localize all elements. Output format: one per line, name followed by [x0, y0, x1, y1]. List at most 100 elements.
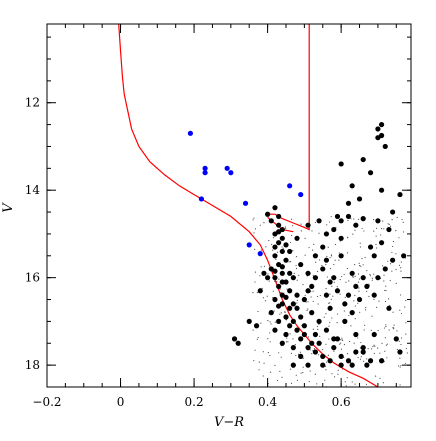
field-star-dot	[353, 300, 355, 302]
field-star-dot	[373, 298, 375, 300]
field-star-dot	[398, 264, 401, 266]
field-star-dot	[405, 299, 407, 302]
field-star-dot	[344, 296, 346, 298]
field-star-dot	[374, 375, 377, 377]
field-star-dot	[363, 230, 365, 232]
field-star-dot	[263, 362, 265, 364]
member-star-point	[276, 213, 282, 220]
field-star-dot	[351, 381, 353, 383]
member-star-point	[334, 288, 341, 294]
field-star-dot	[330, 298, 332, 300]
field-star-dot	[366, 290, 368, 292]
giant-branch-line	[267, 24, 310, 231]
field-star-dot	[285, 341, 288, 343]
field-star-dot	[252, 329, 254, 331]
field-star-dot	[302, 357, 304, 359]
member-star-point	[287, 270, 293, 276]
field-star-dot	[338, 252, 340, 254]
field-star-dot	[357, 302, 359, 304]
field-star-dot	[329, 293, 331, 295]
field-star-dot	[334, 243, 337, 246]
field-star-dot	[402, 231, 405, 233]
member-star-point	[375, 275, 381, 281]
field-star-dot	[269, 341, 271, 343]
member-star-point	[268, 310, 274, 316]
field-star-dot	[383, 228, 385, 230]
field-star-dot	[324, 379, 326, 381]
field-star-dot	[384, 289, 386, 292]
member-star-point	[323, 327, 330, 333]
field-star-dot	[290, 352, 293, 354]
member-star-point	[364, 362, 370, 368]
field-star-dot	[304, 237, 306, 239]
blue-straggler-point	[298, 191, 304, 198]
member-star-point	[327, 305, 333, 311]
field-star-dot	[400, 261, 402, 263]
field-star-dot	[400, 337, 403, 339]
field-star-dot	[354, 318, 356, 320]
field-star-dot	[399, 294, 402, 296]
member-star-point	[349, 362, 355, 368]
blue-straggler-point	[287, 183, 293, 189]
field-star-dot	[337, 369, 339, 371]
field-star-dot	[371, 279, 373, 281]
field-star-dot	[384, 337, 386, 339]
field-star-dot	[398, 365, 400, 367]
field-star-dot	[376, 306, 378, 308]
member-star-point	[342, 318, 348, 324]
member-star-point	[323, 257, 330, 263]
member-star-point	[301, 331, 307, 338]
member-star-point	[305, 345, 311, 351]
field-star-dot	[289, 333, 291, 335]
field-star-dot	[312, 300, 314, 303]
field-star-dot	[302, 366, 304, 368]
field-star-dot	[350, 218, 352, 220]
member-star-point	[331, 345, 337, 351]
field-star-dot	[327, 354, 329, 356]
member-star-point	[301, 323, 307, 329]
plot-frame	[46, 23, 412, 388]
member-star-point	[338, 353, 344, 359]
field-star-dot	[292, 250, 294, 252]
field-star-dot	[289, 241, 292, 244]
field-star-dot	[309, 370, 311, 372]
member-star-point	[371, 331, 377, 338]
field-star-dot	[358, 262, 360, 264]
field-star-dot	[309, 349, 311, 351]
field-star-dot	[326, 276, 329, 278]
field-star-dot	[351, 276, 354, 278]
blue-straggler-point	[242, 200, 249, 206]
member-star-point	[378, 358, 385, 364]
field-star-dot	[260, 249, 262, 251]
member-star-point	[390, 209, 396, 215]
member-star-point	[305, 270, 311, 276]
field-star-dot	[377, 347, 379, 349]
field-star-dot	[373, 273, 375, 275]
field-star-dot	[269, 354, 271, 357]
x-tick-label: −0.2	[32, 395, 61, 409]
field-star-dot	[370, 348, 373, 350]
field-star-dot	[391, 219, 393, 221]
field-star-dot	[254, 281, 256, 283]
axes-layer: −0.2 0 0.2 0.4 0.6 12 14 16 18	[25, 24, 411, 409]
field-star-dot	[392, 245, 394, 248]
member-star-point	[294, 292, 300, 298]
field-star-dot	[383, 327, 385, 329]
field-star-dot	[330, 215, 332, 218]
field-star-dot	[329, 322, 331, 324]
field-star-dot	[365, 307, 367, 309]
member-star-point	[276, 222, 282, 228]
field-star-dot	[263, 265, 266, 267]
member-star-point	[338, 161, 344, 167]
field-star-dot	[278, 278, 280, 280]
field-star-dot	[284, 226, 286, 228]
field-star-dot	[343, 273, 345, 276]
field-star-dot	[377, 330, 379, 332]
member-star-point	[334, 213, 341, 220]
member-star-point	[283, 257, 289, 263]
member-star-point	[279, 270, 285, 276]
member-star-point	[386, 305, 392, 311]
member-star-point	[312, 331, 319, 338]
field-star-dot	[338, 259, 340, 261]
